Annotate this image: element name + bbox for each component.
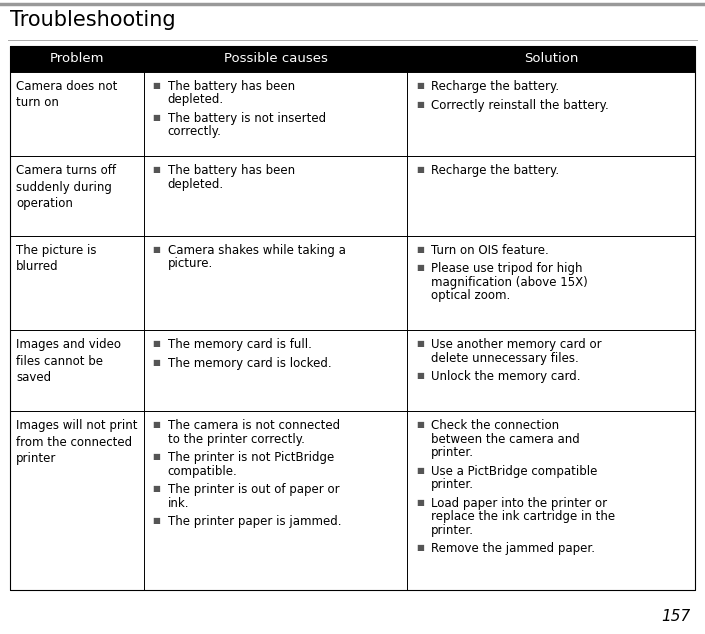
Text: ■: ■ <box>417 466 424 475</box>
Bar <box>10 236 695 330</box>
Text: The printer is not PictBridge: The printer is not PictBridge <box>168 451 334 464</box>
Text: The printer paper is jammed.: The printer paper is jammed. <box>168 515 341 528</box>
Text: Recharge the battery.: Recharge the battery. <box>431 80 560 93</box>
Text: printer.: printer. <box>431 524 474 537</box>
Text: The memory card is full.: The memory card is full. <box>168 338 312 351</box>
Text: ■: ■ <box>153 113 161 122</box>
Text: Use a PictBridge compatible: Use a PictBridge compatible <box>431 465 598 478</box>
Text: ■: ■ <box>417 81 424 90</box>
Text: depleted.: depleted. <box>168 93 223 107</box>
Text: ■: ■ <box>153 165 161 174</box>
Text: Images will not print
from the connected
printer: Images will not print from the connected… <box>16 419 137 465</box>
Text: The camera is not connected: The camera is not connected <box>168 419 340 432</box>
Text: The picture is
blurred: The picture is blurred <box>16 243 97 273</box>
Text: The battery has been: The battery has been <box>168 80 295 93</box>
Text: Camera turns off
suddenly during
operation: Camera turns off suddenly during operati… <box>16 164 116 210</box>
Text: 157: 157 <box>661 609 690 624</box>
Text: The printer is out of paper or: The printer is out of paper or <box>168 483 339 496</box>
Text: Remove the jammed paper.: Remove the jammed paper. <box>431 542 595 555</box>
Text: Unlock the memory card.: Unlock the memory card. <box>431 370 581 383</box>
Text: ■: ■ <box>153 453 161 462</box>
Text: magnification (above 15X): magnification (above 15X) <box>431 276 588 288</box>
Text: ■: ■ <box>153 245 161 254</box>
Text: The battery has been: The battery has been <box>168 164 295 178</box>
Text: Turn on OIS feature.: Turn on OIS feature. <box>431 243 549 257</box>
Text: ■: ■ <box>417 165 424 174</box>
Text: picture.: picture. <box>168 257 213 270</box>
Text: to the printer correctly.: to the printer correctly. <box>168 433 305 446</box>
Text: compatible.: compatible. <box>168 465 238 478</box>
Text: printer.: printer. <box>431 479 474 491</box>
Text: Use another memory card or: Use another memory card or <box>431 338 602 351</box>
Text: Please use tripod for high: Please use tripod for high <box>431 262 583 275</box>
Text: ■: ■ <box>417 543 424 552</box>
Text: ■: ■ <box>153 339 161 348</box>
Text: printer.: printer. <box>431 446 474 460</box>
Text: ■: ■ <box>417 100 424 108</box>
Bar <box>10 72 695 157</box>
Text: optical zoom.: optical zoom. <box>431 289 510 302</box>
Text: depleted.: depleted. <box>168 178 223 191</box>
Bar <box>10 46 695 590</box>
Text: ■: ■ <box>153 81 161 90</box>
Bar <box>10 157 695 236</box>
Text: ■: ■ <box>153 358 161 366</box>
Text: replace the ink cartridge in the: replace the ink cartridge in the <box>431 510 615 524</box>
Text: correctly.: correctly. <box>168 126 221 138</box>
Text: Load paper into the printer or: Load paper into the printer or <box>431 497 608 510</box>
Bar <box>10 330 695 411</box>
Text: ■: ■ <box>417 339 424 348</box>
Text: Possible causes: Possible causes <box>223 53 327 65</box>
Text: Camera shakes while taking a: Camera shakes while taking a <box>168 243 345 257</box>
Text: Troubleshooting: Troubleshooting <box>10 10 176 30</box>
Text: delete unnecessary files.: delete unnecessary files. <box>431 351 579 365</box>
Text: Images and video
files cannot be
saved: Images and video files cannot be saved <box>16 338 121 384</box>
Text: ■: ■ <box>417 245 424 254</box>
Text: ■: ■ <box>153 420 161 429</box>
Bar <box>10 46 695 72</box>
Text: ink.: ink. <box>168 497 189 510</box>
Text: Problem: Problem <box>49 53 104 65</box>
Text: Camera does not
turn on: Camera does not turn on <box>16 80 117 110</box>
Bar <box>10 411 695 590</box>
Text: ■: ■ <box>153 516 161 526</box>
Text: Check the connection: Check the connection <box>431 419 560 432</box>
Text: ■: ■ <box>417 263 424 272</box>
Text: Recharge the battery.: Recharge the battery. <box>431 164 560 178</box>
Text: ■: ■ <box>417 498 424 507</box>
Text: ■: ■ <box>153 484 161 493</box>
Text: ■: ■ <box>417 371 424 380</box>
Text: ■: ■ <box>417 420 424 429</box>
Text: The memory card is locked.: The memory card is locked. <box>168 356 331 370</box>
Text: Solution: Solution <box>524 53 578 65</box>
Text: The battery is not inserted: The battery is not inserted <box>168 112 326 125</box>
Text: between the camera and: between the camera and <box>431 433 580 446</box>
Text: Correctly reinstall the battery.: Correctly reinstall the battery. <box>431 98 609 112</box>
